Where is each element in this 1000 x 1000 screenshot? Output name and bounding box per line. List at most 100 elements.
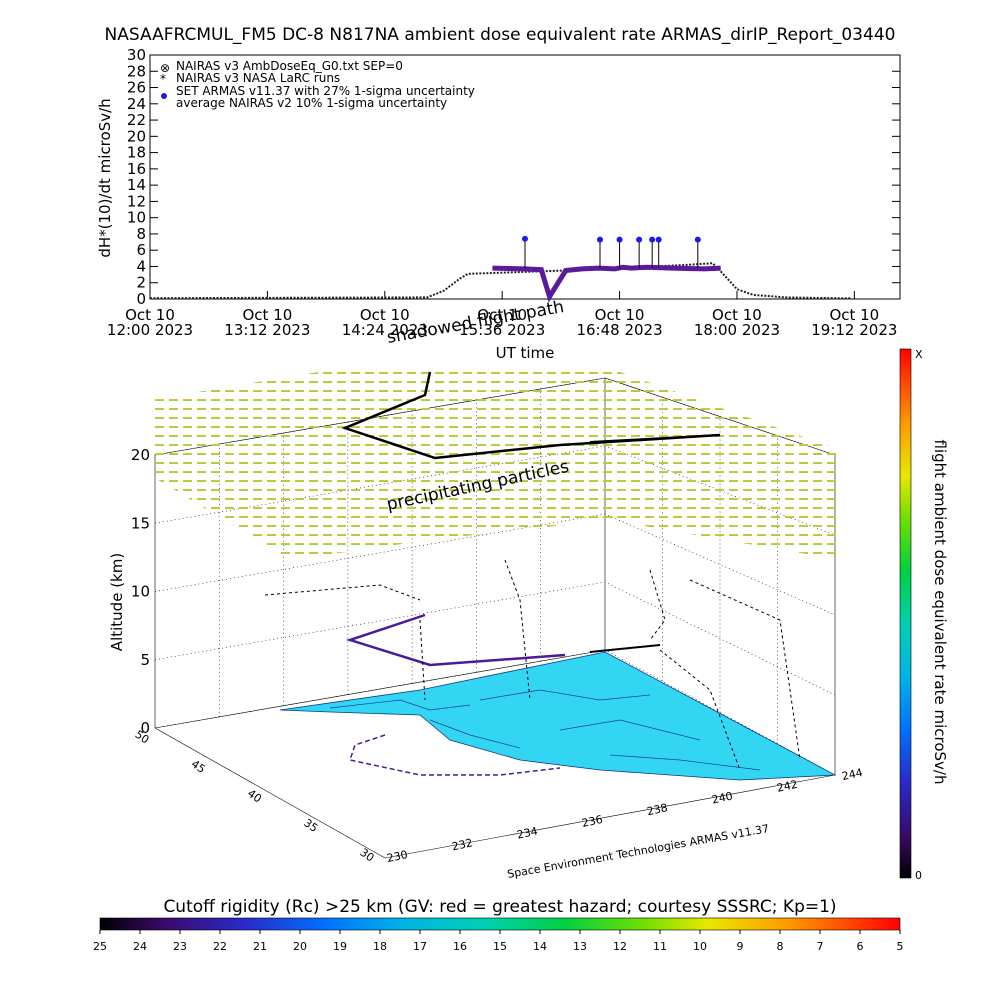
dose-colorbar-max: X <box>915 348 923 361</box>
x-tick-date: Oct 10 <box>125 306 175 324</box>
rigidity-ticks: 25 24 23 22 21 20 19 18 17 16 15 14 13 12 11 10 9 8 7 6 5 <box>93 930 904 953</box>
longitude-tick-label: 244 <box>841 766 864 783</box>
x-tick-time: 16:48 2023 <box>576 321 662 339</box>
legend-entry-nairas-v2: average NAIRAS v2 10% 1-sigma uncertaint… <box>176 96 447 110</box>
dose-colorbar-min: 0 <box>915 869 922 882</box>
x-tick-date: Oct 10 <box>829 306 879 324</box>
dose-colorbar-label: flight ambient dose equivalent rate micr… <box>931 440 949 785</box>
dose-colorbar-gradient <box>899 348 912 879</box>
rigidity-tick-label: 15 <box>493 940 507 953</box>
rigidity-tick-label: 22 <box>213 940 227 953</box>
y-tick-label: 4 <box>136 257 146 275</box>
altitude-axis-label: Altitude (km) <box>108 553 126 651</box>
rigidity-tick-label: 17 <box>413 940 427 953</box>
longitude-tick-label: 232 <box>451 836 474 853</box>
rigidity-tick-label: 21 <box>253 940 267 953</box>
rigidity-tick-label: 23 <box>173 940 187 953</box>
rigidity-tick-label: 6 <box>857 940 864 953</box>
rigidity-tick-label: 18 <box>373 940 387 953</box>
x-tick-date: Oct 10 <box>595 306 645 324</box>
rigidity-colorbar-gradient <box>99 917 901 931</box>
y-tick-label: 14 <box>127 176 146 194</box>
ground-track <box>349 734 561 776</box>
longitude-tick-label: 242 <box>776 778 799 795</box>
x-tick-time: 18:00 2023 <box>694 321 780 339</box>
legend-entry-nairas-g0: NAIRAS v3 AmbDoseEq_G0.txt SEP=0 <box>176 59 403 73</box>
credit-text: Space Environment Technologies ARMAS v11… <box>506 822 770 881</box>
latitude-tick-label: 30 <box>358 846 377 865</box>
altitude-gridline <box>154 581 836 696</box>
rigidity-colorbar: Cutoff rigidity (Rc) >25 km (GV: red = g… <box>93 897 904 953</box>
y-tick-label: 22 <box>127 111 146 129</box>
longitude-tick-label: 234 <box>516 825 539 842</box>
y-tick-label: 6 <box>136 241 146 259</box>
rigidity-colorbar-label: Cutoff rigidity (Rc) >25 km (GV: red = g… <box>163 897 836 917</box>
series-nairas-g0 <box>149 262 852 300</box>
armas-peak-point <box>694 236 701 243</box>
legend: ⊗ NAIRAS v3 AmbDoseEq_G0.txt SEP=0 * NAI… <box>160 59 475 110</box>
legend-marker-armas <box>161 93 167 99</box>
y-tick-label: 16 <box>127 160 146 178</box>
armas-peak-point <box>655 236 662 243</box>
legend-entry-nairas-larc: NAIRAS v3 NASA LaRC runs <box>176 71 340 85</box>
rigidity-tick-label: 14 <box>533 940 547 953</box>
longitude-tick-label: 236 <box>581 813 604 830</box>
legend-marker-nairas-g0: ⊗ <box>160 61 170 75</box>
ground-surface <box>279 651 837 781</box>
y-tick-label: 28 <box>127 62 146 80</box>
y-tick-label: 2 <box>136 274 146 292</box>
altitude-tick-label: 10 <box>131 583 150 601</box>
longitude-tick-label: 230 <box>386 848 409 865</box>
flight-path-projection-segment <box>589 644 661 653</box>
y-tick-label: 30 <box>127 46 146 64</box>
rigidity-tick-label: 10 <box>693 940 707 953</box>
series-armas <box>492 264 721 303</box>
rigidity-tick-label: 25 <box>93 940 107 953</box>
x-tick-time: 14:24 2023 <box>342 321 428 339</box>
x-tick-date: Oct 10 <box>477 306 527 324</box>
x-tick-time: 15:36 2023 <box>459 321 545 339</box>
legend-marker-nairas-larc: * <box>160 72 166 86</box>
flight-path-projection <box>345 613 566 667</box>
rigidity-tick-label: 13 <box>573 940 587 953</box>
armas-peak-point <box>616 236 623 243</box>
ground-contours <box>329 689 761 771</box>
chart-title: NASAAFRCMUL_FM5 DC-8 N817NA ambient dose… <box>105 25 896 45</box>
x-tick-date: Oct 10 <box>242 306 292 324</box>
armas-peak-point <box>636 236 643 243</box>
x-axis-label: UT time <box>496 344 555 362</box>
armas-peak-point <box>597 236 603 243</box>
flight-path-segment <box>589 434 721 443</box>
altitude-tick-label: 5 <box>140 651 150 669</box>
precipitating-particles-field <box>150 370 840 560</box>
rigidity-tick-label: 9 <box>737 940 744 953</box>
vertical-traces <box>264 559 801 771</box>
x-tick-time: 12:00 2023 <box>107 321 193 339</box>
legend-entry-armas: SET ARMAS v11.37 with 27% 1-sigma uncert… <box>176 84 475 98</box>
armas-peak-point <box>522 235 528 242</box>
rigidity-tick-label: 8 <box>777 940 784 953</box>
y-tick-label: 12 <box>127 192 146 210</box>
flight-path-high <box>341 371 721 460</box>
rigidity-tick-label: 16 <box>453 940 467 953</box>
dose-colorbar: X 0 flight ambient dose equivalent rate … <box>899 348 949 882</box>
y-tick-label: 26 <box>127 79 146 97</box>
longitude-tick-label: 238 <box>646 801 669 818</box>
y-axis-label: dH*(10)/dt microSv/h <box>96 98 114 257</box>
y-tick-label: 8 <box>136 225 146 243</box>
altitude-ticks: 0 5 10 15 20 <box>131 446 150 737</box>
y-tick-label: 18 <box>127 144 146 162</box>
armas-peak-point <box>649 236 656 243</box>
x-tick-date: Oct 10 <box>712 306 762 324</box>
rigidity-tick-label: 19 <box>333 940 347 953</box>
latitude-tick-label: 45 <box>189 757 208 776</box>
y-tick-label: 20 <box>127 127 146 145</box>
x-tick-date: Oct 10 <box>360 306 410 324</box>
x-tick-time: 19:12 2023 <box>811 321 897 339</box>
rigidity-tick-label: 5 <box>897 940 904 953</box>
